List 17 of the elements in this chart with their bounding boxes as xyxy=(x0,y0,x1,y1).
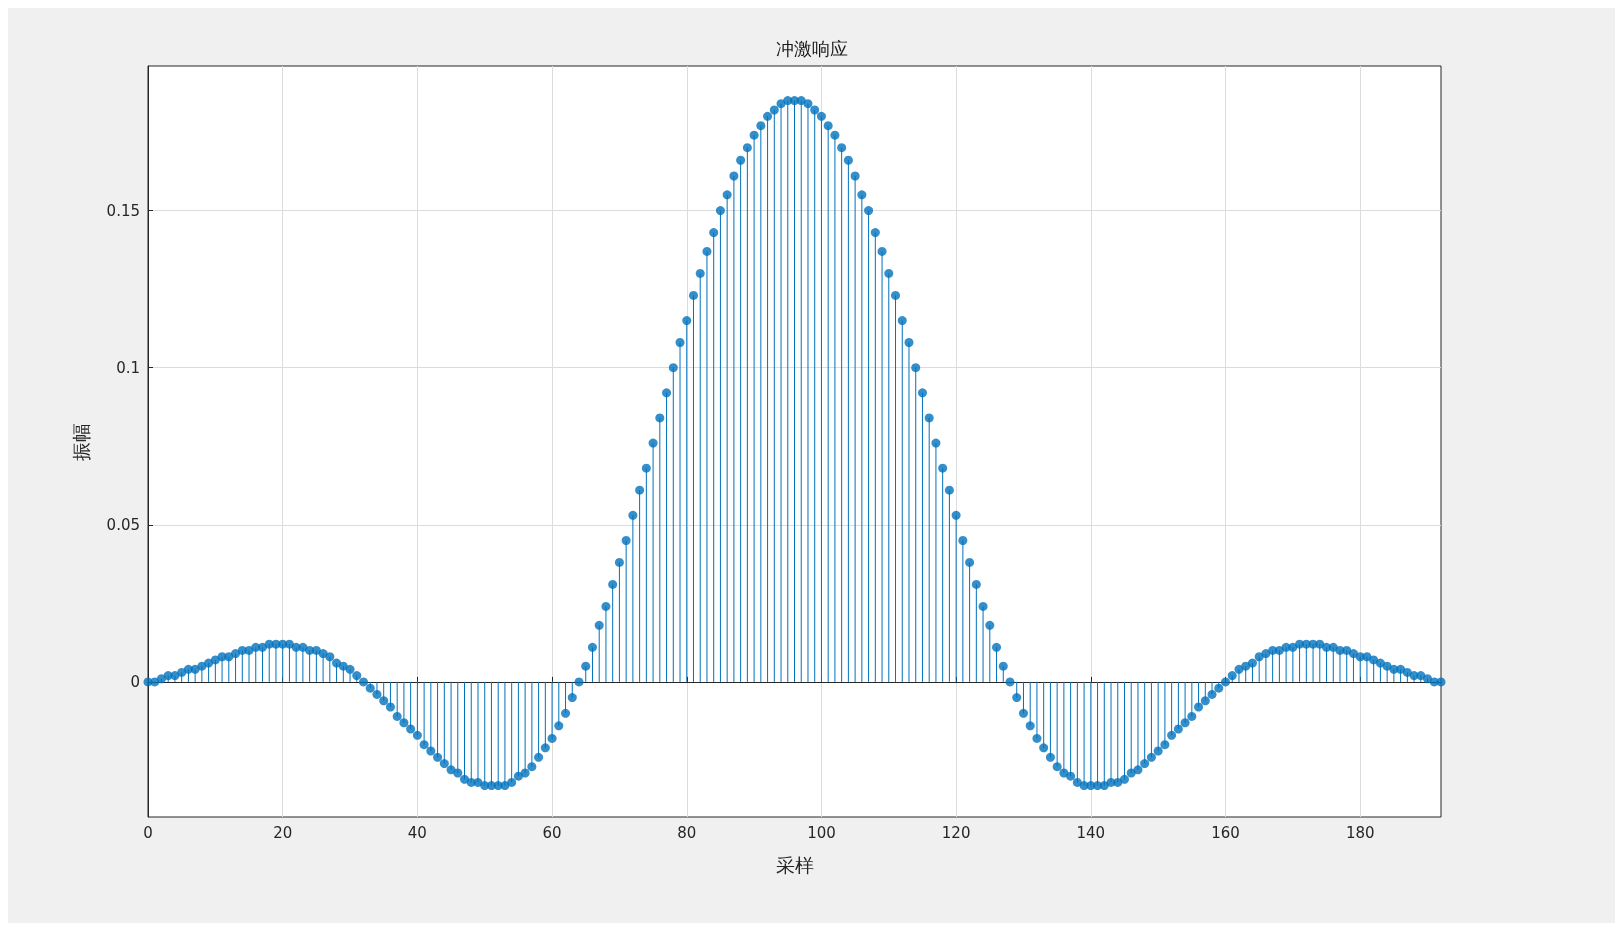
x-tick-label: 20 xyxy=(273,823,293,842)
x-tick-label: 40 xyxy=(407,823,427,842)
y-axis-title: 振幅 xyxy=(69,422,92,461)
x-tick-label: 0 xyxy=(143,823,153,842)
y-tick-label: 0 xyxy=(130,672,140,691)
x-tick-label: 160 xyxy=(1211,823,1240,842)
x-tick-label: 100 xyxy=(807,823,836,842)
x-axis-title: 采样 xyxy=(775,853,814,876)
x-tick-label: 60 xyxy=(542,823,562,842)
x-tick-label: 180 xyxy=(1345,823,1375,842)
x-tick-label: 140 xyxy=(1076,823,1106,842)
x-tick-label: 120 xyxy=(941,823,971,842)
y-tick-label: 0.15 xyxy=(106,201,140,220)
y-tick-label: 0.1 xyxy=(116,358,140,377)
chart-title: 冲激响应 xyxy=(775,37,848,59)
y-tick-label: 0.05 xyxy=(106,515,140,534)
x-tick-label: 80 xyxy=(677,823,697,842)
